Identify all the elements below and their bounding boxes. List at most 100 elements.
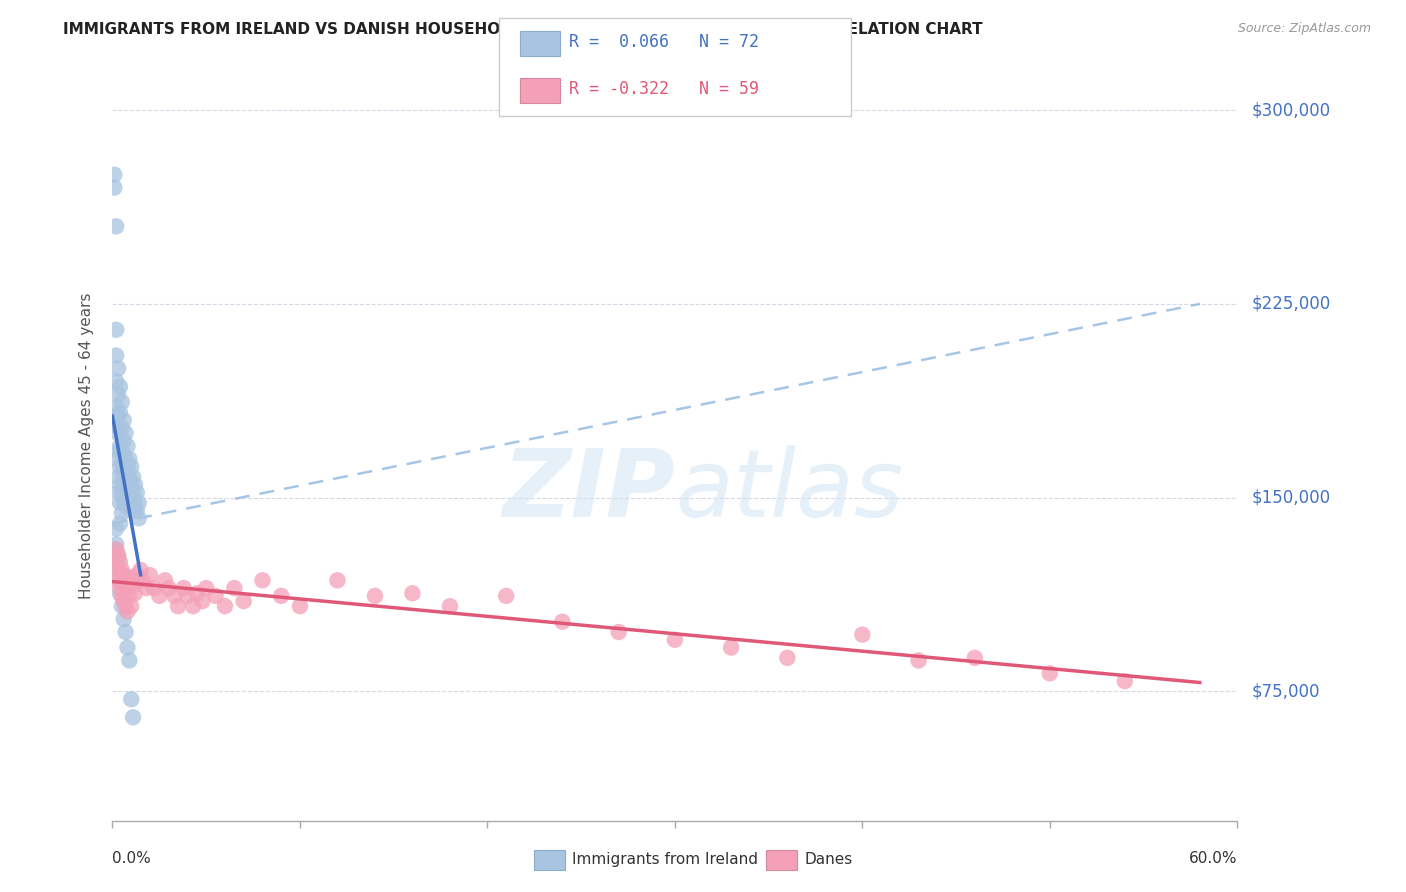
Point [963, 651, 986, 665]
Text: Danes: Danes [804, 853, 852, 867]
Point [214, 599, 236, 614]
Point [122, 470, 145, 484]
Point [326, 574, 349, 588]
Point [103, 555, 125, 569]
Point [112, 434, 135, 448]
Text: Source: ZipAtlas.com: Source: ZipAtlas.com [1237, 22, 1371, 36]
Point [173, 581, 195, 595]
Point [181, 599, 204, 614]
Text: Immigrants from Ireland: Immigrants from Ireland [572, 853, 758, 867]
Point [131, 574, 153, 588]
Point [117, 604, 139, 618]
Point [108, 496, 131, 510]
Point [270, 589, 292, 603]
Text: $150,000: $150,000 [1251, 489, 1330, 507]
Point [120, 496, 142, 510]
Point [148, 589, 170, 603]
Point [907, 653, 929, 667]
Point [107, 408, 129, 422]
Point [195, 581, 218, 595]
Point [111, 599, 134, 614]
Point [112, 568, 135, 582]
Point [107, 426, 129, 441]
Point [129, 563, 152, 577]
Point [288, 599, 311, 614]
Point [122, 485, 145, 500]
Text: 60.0%: 60.0% [1189, 851, 1237, 866]
Point [112, 594, 135, 608]
Point [163, 589, 186, 603]
Point [776, 651, 799, 665]
Point [105, 537, 128, 551]
Point [120, 477, 142, 491]
Point [108, 439, 131, 453]
Text: ZIP: ZIP [502, 445, 675, 537]
Text: $75,000: $75,000 [1251, 682, 1320, 700]
Point [224, 581, 246, 595]
Point [108, 459, 131, 474]
Point [103, 542, 125, 557]
Point [103, 168, 125, 182]
Point [108, 574, 131, 588]
Point [107, 387, 129, 401]
Point [122, 710, 145, 724]
Point [105, 418, 128, 433]
Point [120, 459, 142, 474]
Point [107, 444, 129, 458]
Point [142, 581, 165, 595]
Point [107, 470, 129, 484]
Point [114, 574, 136, 588]
Point [111, 395, 134, 409]
Point [108, 379, 131, 393]
Point [122, 578, 145, 592]
Y-axis label: Householder Income Ages 45 - 64 years: Householder Income Ages 45 - 64 years [79, 293, 94, 599]
Point [107, 361, 129, 376]
Point [107, 485, 129, 500]
Point [105, 375, 128, 389]
Point [364, 589, 387, 603]
Point [120, 692, 142, 706]
Point [108, 477, 131, 491]
Point [108, 555, 131, 569]
Point [128, 496, 150, 510]
Point [114, 426, 136, 441]
Point [112, 612, 135, 626]
Point [108, 581, 131, 595]
Point [167, 599, 190, 614]
Point [103, 180, 125, 194]
Point [117, 480, 139, 494]
Point [105, 522, 128, 536]
Point [118, 451, 141, 466]
Point [105, 323, 128, 337]
Point [118, 589, 141, 603]
Point [117, 459, 139, 474]
Point [851, 627, 873, 641]
Point [114, 599, 136, 614]
Point [135, 581, 157, 595]
Point [1114, 674, 1136, 689]
Text: IMMIGRANTS FROM IRELAND VS DANISH HOUSEHOLDER INCOME AGES 45 - 64 YEARS CORRELAT: IMMIGRANTS FROM IRELAND VS DANISH HOUSEH… [63, 22, 983, 37]
Point [114, 473, 136, 487]
Point [103, 555, 125, 569]
Point [191, 594, 214, 608]
Point [105, 563, 128, 577]
Text: $300,000: $300,000 [1251, 101, 1330, 120]
Point [105, 219, 128, 234]
Point [252, 574, 274, 588]
Point [108, 516, 131, 531]
Point [664, 632, 686, 647]
Point [112, 477, 135, 491]
Point [139, 568, 162, 582]
Point [117, 640, 139, 655]
Point [112, 413, 135, 427]
Point [1039, 666, 1062, 681]
Point [114, 496, 136, 510]
Text: R = -0.322   N = 59: R = -0.322 N = 59 [569, 80, 759, 98]
Point [118, 653, 141, 667]
Point [176, 589, 198, 603]
Point [111, 465, 134, 479]
Point [107, 563, 129, 577]
Point [108, 586, 131, 600]
Point [105, 451, 128, 466]
Point [125, 485, 148, 500]
